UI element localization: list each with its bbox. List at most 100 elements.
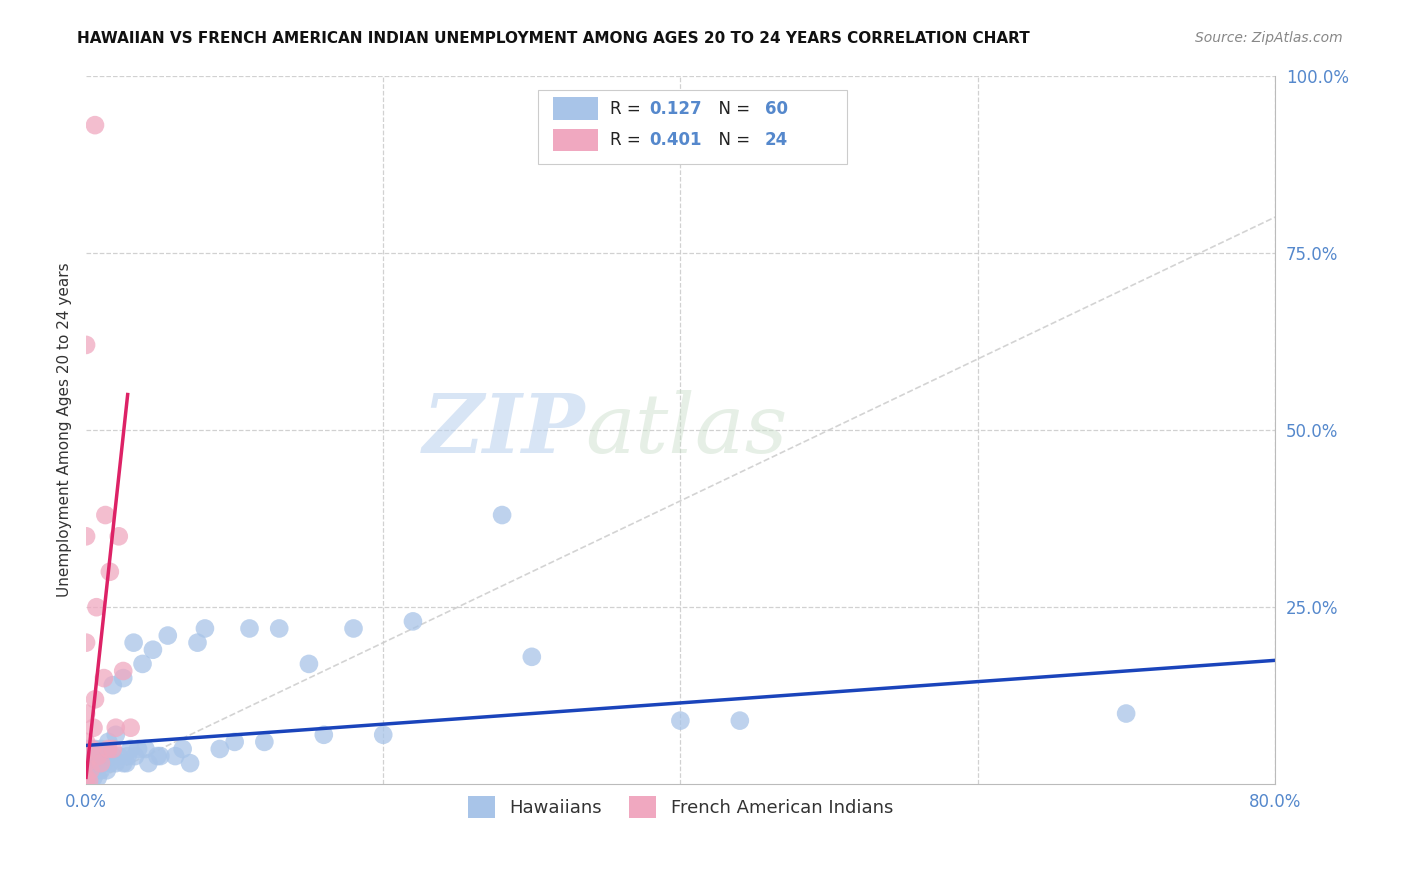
Point xyxy=(112,671,135,685)
Point xyxy=(131,657,153,671)
Point xyxy=(491,508,513,522)
Text: atlas: atlas xyxy=(585,390,787,470)
Point xyxy=(77,764,100,778)
Text: 0.127: 0.127 xyxy=(650,100,702,118)
Point xyxy=(101,749,124,764)
Point xyxy=(87,770,110,784)
Y-axis label: Unemployment Among Ages 20 to 24 years: Unemployment Among Ages 20 to 24 years xyxy=(58,262,72,598)
Point xyxy=(115,756,138,771)
Point xyxy=(75,635,97,649)
Point xyxy=(208,742,231,756)
Point xyxy=(90,764,112,778)
Point xyxy=(298,657,321,671)
Point xyxy=(238,622,260,636)
Point xyxy=(75,770,97,784)
Point xyxy=(75,770,97,784)
Point xyxy=(84,742,107,756)
Point xyxy=(186,635,208,649)
Point xyxy=(97,735,120,749)
Point xyxy=(402,615,425,629)
Point xyxy=(82,770,104,784)
Point xyxy=(127,742,149,756)
Point xyxy=(79,764,101,778)
Point xyxy=(84,692,107,706)
FancyBboxPatch shape xyxy=(537,90,846,164)
Point xyxy=(89,756,111,771)
Point xyxy=(84,118,107,132)
Point xyxy=(87,749,110,764)
Point xyxy=(75,706,97,721)
Point xyxy=(96,764,118,778)
Text: HAWAIIAN VS FRENCH AMERICAN INDIAN UNEMPLOYMENT AMONG AGES 20 TO 24 YEARS CORREL: HAWAIIAN VS FRENCH AMERICAN INDIAN UNEMP… xyxy=(77,31,1031,46)
Text: Source: ZipAtlas.com: Source: ZipAtlas.com xyxy=(1195,31,1343,45)
Point xyxy=(342,622,364,636)
Point xyxy=(101,742,124,756)
Point xyxy=(124,749,146,764)
Point xyxy=(1115,706,1137,721)
Text: 24: 24 xyxy=(765,131,787,149)
FancyBboxPatch shape xyxy=(553,128,599,152)
Text: N =: N = xyxy=(707,100,755,118)
Text: ZIP: ZIP xyxy=(423,390,585,470)
Text: 60: 60 xyxy=(765,100,787,118)
Point xyxy=(179,756,201,771)
Point xyxy=(112,664,135,678)
Point xyxy=(142,642,165,657)
Point xyxy=(79,749,101,764)
Point xyxy=(77,773,100,788)
Point xyxy=(80,764,103,778)
Point xyxy=(98,756,121,771)
Point xyxy=(82,721,104,735)
Point xyxy=(122,635,145,649)
Point xyxy=(224,735,246,749)
Point xyxy=(172,742,194,756)
Point xyxy=(104,728,127,742)
Point xyxy=(669,714,692,728)
Point xyxy=(101,678,124,692)
Point xyxy=(90,756,112,771)
Point xyxy=(80,742,103,756)
Point xyxy=(75,735,97,749)
Point xyxy=(75,756,97,771)
Point xyxy=(90,742,112,756)
Point xyxy=(86,600,108,615)
Point xyxy=(75,338,97,352)
Point xyxy=(138,756,160,771)
Point xyxy=(75,529,97,543)
Point xyxy=(107,749,129,764)
Point xyxy=(93,671,115,685)
Point xyxy=(93,756,115,771)
Legend: Hawaiians, French American Indians: Hawaiians, French American Indians xyxy=(461,789,900,825)
Point xyxy=(75,756,97,771)
Text: 0.401: 0.401 xyxy=(650,131,702,149)
Point xyxy=(104,756,127,771)
Point xyxy=(134,742,156,756)
Point xyxy=(94,508,117,522)
Point xyxy=(146,749,169,764)
Point xyxy=(520,649,543,664)
Point xyxy=(156,629,179,643)
Point xyxy=(97,742,120,756)
Point xyxy=(107,529,129,543)
Point xyxy=(104,721,127,735)
Point xyxy=(82,756,104,771)
Text: N =: N = xyxy=(707,131,755,149)
Point xyxy=(312,728,335,742)
Point xyxy=(373,728,395,742)
Point xyxy=(112,756,135,771)
Point xyxy=(728,714,751,728)
Point xyxy=(117,749,139,764)
Point xyxy=(120,721,142,735)
Point xyxy=(86,764,108,778)
Point xyxy=(94,749,117,764)
Text: R =: R = xyxy=(610,100,647,118)
Point xyxy=(75,773,97,788)
Point xyxy=(87,749,110,764)
Point xyxy=(120,742,142,756)
Point xyxy=(253,735,276,749)
Point xyxy=(75,742,97,756)
Point xyxy=(165,749,187,764)
Point xyxy=(269,622,291,636)
FancyBboxPatch shape xyxy=(553,97,599,120)
Point xyxy=(149,749,172,764)
